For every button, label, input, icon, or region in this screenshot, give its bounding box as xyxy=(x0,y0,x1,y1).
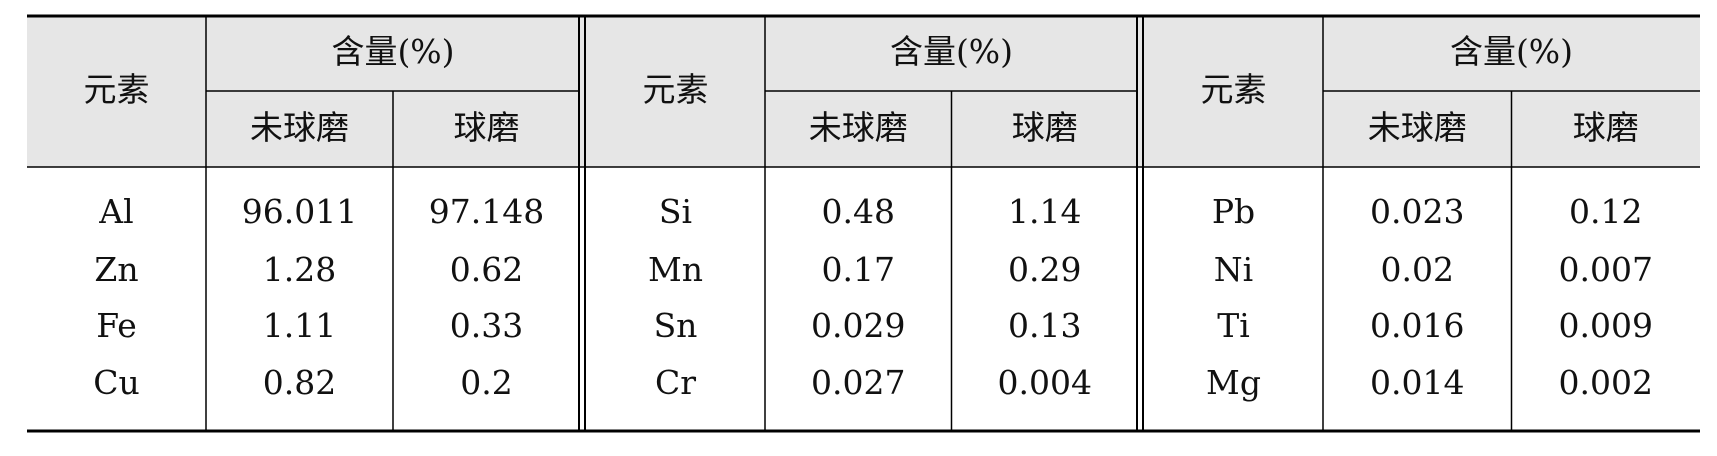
value-cell: 0.014 xyxy=(1370,363,1464,402)
value-cell: 0.016 xyxy=(1370,306,1464,345)
value-cell: 0.029 xyxy=(811,306,905,345)
value-cell: 0.48 xyxy=(822,192,895,231)
content-header: 含量(%) xyxy=(890,32,1013,71)
value-cell: 1.11 xyxy=(263,306,336,345)
element-cell: Cr xyxy=(655,363,696,402)
sub-header: 未球磨 xyxy=(250,108,349,147)
sub-header: 球磨 xyxy=(1573,108,1639,147)
sub-header: 未球磨 xyxy=(809,108,908,147)
value-cell: 0.002 xyxy=(1559,363,1653,402)
value-cell: 0.62 xyxy=(450,250,523,289)
value-cell: 0.13 xyxy=(1008,306,1081,345)
sub-header: 球磨 xyxy=(454,108,520,147)
value-cell: 1.14 xyxy=(1008,192,1081,231)
sub-header: 未球磨 xyxy=(1368,108,1467,147)
element-header: 元素 xyxy=(1201,70,1267,109)
element-header: 元素 xyxy=(643,70,709,109)
value-cell: 1.28 xyxy=(263,250,336,289)
value-cell: 0.29 xyxy=(1008,250,1081,289)
element-cell: Fe xyxy=(96,306,137,345)
element-cell: Zn xyxy=(94,250,138,289)
value-cell: 96.011 xyxy=(242,192,357,231)
value-cell: 0.027 xyxy=(811,363,905,402)
value-cell: 0.33 xyxy=(450,306,523,345)
element-header: 元素 xyxy=(84,70,150,109)
value-cell: 0.02 xyxy=(1381,250,1454,289)
value-cell: 97.148 xyxy=(429,192,544,231)
value-cell: 0.009 xyxy=(1559,306,1653,345)
value-cell: 0.17 xyxy=(822,250,895,289)
element-cell: Pb xyxy=(1212,192,1255,231)
value-cell: 0.12 xyxy=(1569,192,1642,231)
element-cell: Mg xyxy=(1206,363,1261,402)
value-cell: 0.023 xyxy=(1370,192,1464,231)
sub-header: 球磨 xyxy=(1012,108,1078,147)
element-cell: Mn xyxy=(648,250,703,289)
value-cell: 0.004 xyxy=(998,363,1092,402)
value-cell: 0.2 xyxy=(460,363,512,402)
content-header: 含量(%) xyxy=(331,32,454,71)
element-cell: Sn xyxy=(654,306,698,345)
element-cell: Si xyxy=(659,192,692,231)
element-cell: Ni xyxy=(1214,250,1253,289)
value-cell: 0.82 xyxy=(263,363,336,402)
content-header: 含量(%) xyxy=(1450,32,1573,71)
element-cell: Ti xyxy=(1217,306,1250,345)
element-cell: Cu xyxy=(93,363,140,402)
element-cell: Al xyxy=(98,192,133,231)
value-cell: 0.007 xyxy=(1559,250,1653,289)
